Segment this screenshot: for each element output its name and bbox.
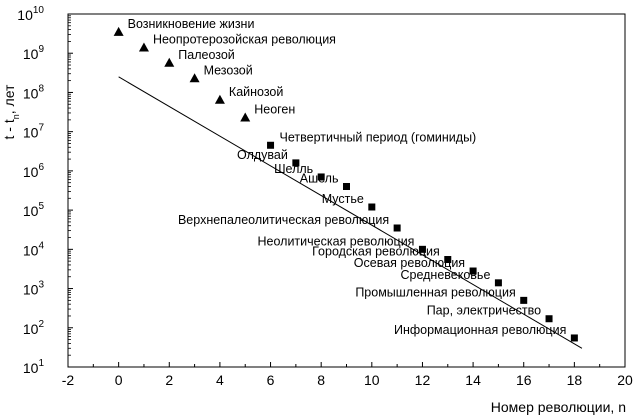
point-label: Олдувай bbox=[237, 148, 288, 162]
y-tick-label: 104 bbox=[23, 240, 45, 258]
point-label: Осевая революция bbox=[354, 256, 465, 270]
point-label: Мустье bbox=[322, 192, 364, 206]
point-label: Верхнепалеолитическая революция bbox=[178, 213, 389, 227]
y-tick-label: 107 bbox=[23, 123, 45, 141]
data-point-square bbox=[444, 256, 452, 264]
x-axis-label: Номер революции, n bbox=[491, 399, 626, 415]
data-points bbox=[113, 26, 578, 342]
data-point-square bbox=[418, 245, 426, 253]
x-tick-label: 8 bbox=[317, 372, 325, 388]
x-tick-label: 18 bbox=[567, 372, 583, 388]
point-label: Информационная революция bbox=[394, 323, 566, 337]
x-tick-label: 2 bbox=[165, 372, 173, 388]
y-tick-exponent: 3 bbox=[38, 280, 44, 291]
point-label: Кайнозой bbox=[229, 85, 283, 99]
trend-line bbox=[118, 76, 583, 349]
y-tick-label: 109 bbox=[23, 44, 45, 62]
y-tick-exponent: 5 bbox=[38, 201, 44, 212]
data-point-square bbox=[292, 159, 300, 167]
y-tick-exponent: 9 bbox=[38, 44, 44, 55]
data-point-triangle bbox=[113, 26, 124, 36]
data-point-square bbox=[545, 315, 553, 323]
y-tick-exponent: 2 bbox=[38, 319, 44, 330]
data-point-square bbox=[469, 267, 477, 275]
x-tick-label: 4 bbox=[216, 372, 224, 388]
point-label: Четвертичный период (гоминиды) bbox=[280, 130, 477, 144]
y-tick-label: 1010 bbox=[17, 5, 44, 23]
x-tick-label: 12 bbox=[415, 372, 431, 388]
point-label: Мезозой bbox=[204, 63, 253, 77]
point-label: Городская революция bbox=[312, 245, 440, 259]
data-point-triangle bbox=[240, 112, 251, 122]
y-tick-label: 106 bbox=[23, 162, 45, 180]
x-tick-label: 6 bbox=[267, 372, 275, 388]
y-tick-base: 10 bbox=[23, 85, 39, 101]
data-point-triangle bbox=[189, 73, 200, 83]
x-tick-label: -2 bbox=[62, 372, 75, 388]
data-point-square bbox=[494, 279, 502, 287]
y-tick-base: 10 bbox=[23, 360, 39, 376]
data-point-square bbox=[267, 141, 275, 149]
trend-line-group bbox=[118, 76, 583, 349]
y-tick-label: 101 bbox=[23, 358, 45, 376]
point-label: Неоген bbox=[254, 102, 295, 116]
x-tick-label: 16 bbox=[516, 372, 532, 388]
data-point-triangle bbox=[138, 42, 149, 52]
y-axis-label-sub: n bbox=[11, 114, 21, 119]
data-point-square bbox=[520, 296, 528, 304]
data-point-triangle bbox=[214, 94, 225, 104]
point-label: Шелль bbox=[274, 162, 313, 176]
data-point-triangle bbox=[164, 57, 175, 67]
y-tick-base: 10 bbox=[23, 164, 39, 180]
y-tick-base: 10 bbox=[17, 7, 33, 23]
y-tick-base: 10 bbox=[23, 321, 39, 337]
point-label: Палеозой bbox=[178, 48, 235, 62]
data-point-square bbox=[393, 224, 401, 232]
data-point-square bbox=[368, 203, 376, 211]
point-label: Средневековье bbox=[400, 268, 490, 282]
axis-ticks: -2 0 2 4 6 8 10 12 14 16 18 20101102103104105106107… bbox=[17, 5, 633, 388]
point-label: Пар, электричество bbox=[427, 304, 541, 318]
y-tick-label: 102 bbox=[23, 319, 45, 337]
point-label: Неопротерозойская революция bbox=[153, 32, 336, 46]
y-axis-label-tail: , лет bbox=[1, 84, 17, 114]
y-tick-base: 10 bbox=[23, 242, 39, 258]
point-label: Возникновение жизни bbox=[128, 17, 255, 31]
y-tick-exponent: 10 bbox=[33, 5, 45, 16]
plot-area bbox=[67, 13, 626, 368]
y-tick-base: 10 bbox=[23, 282, 39, 298]
y-tick-base: 10 bbox=[23, 46, 39, 62]
y-tick-base: 10 bbox=[23, 203, 39, 219]
y-axis-label-main: t - t bbox=[1, 119, 17, 139]
x-tick-label: 14 bbox=[465, 372, 481, 388]
data-point-square bbox=[343, 182, 350, 190]
point-label: Неолитическая революция bbox=[258, 234, 415, 248]
y-tick-exponent: 1 bbox=[38, 358, 44, 369]
y-tick-exponent: 7 bbox=[38, 123, 44, 134]
x-tick-label: 0 bbox=[115, 372, 123, 388]
point-label: Ашель bbox=[300, 171, 339, 185]
y-tick-exponent: 8 bbox=[38, 83, 44, 94]
y-tick-label: 105 bbox=[23, 201, 45, 219]
y-tick-base: 10 bbox=[23, 125, 39, 141]
y-tick-exponent: 6 bbox=[38, 162, 44, 173]
data-point-square bbox=[570, 334, 578, 342]
y-tick-label: 103 bbox=[23, 280, 45, 298]
y-axis-label: t - tn, лет bbox=[1, 84, 21, 140]
x-tick-label: 20 bbox=[617, 372, 633, 388]
x-tick-label: 10 bbox=[364, 372, 380, 388]
y-tick-label: 108 bbox=[23, 83, 45, 101]
point-label: Промышленная революция bbox=[355, 285, 515, 299]
data-point-square bbox=[317, 173, 325, 181]
y-tick-exponent: 4 bbox=[38, 240, 44, 251]
